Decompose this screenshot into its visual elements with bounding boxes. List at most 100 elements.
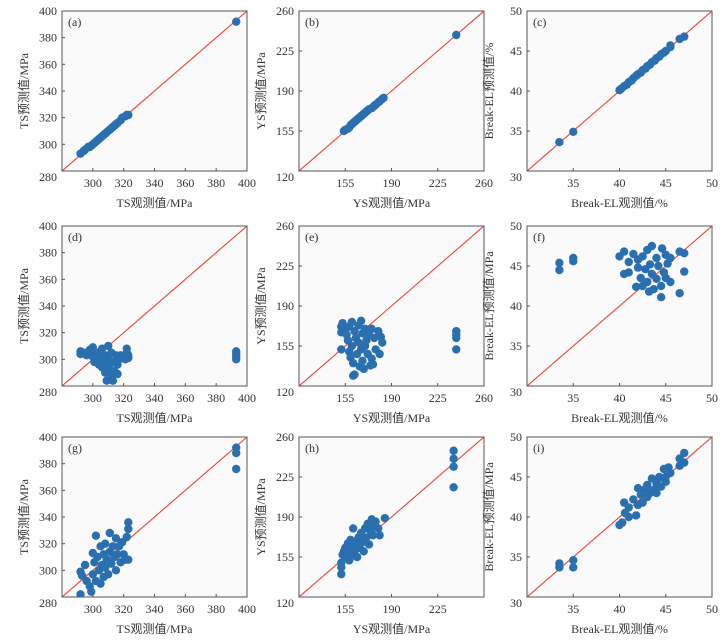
y-tick-label: 340 (39, 299, 57, 313)
data-point (100, 563, 110, 572)
panel-g: 300 320 340 360 380 400 280 300 320 340 360 380 400 (… (16, 430, 256, 636)
y-axis-label: TS预测值/MPa (16, 267, 31, 344)
data-point (232, 17, 241, 26)
data-point (356, 316, 366, 326)
data-point (633, 263, 643, 272)
data-point (347, 317, 357, 327)
data-point (368, 360, 378, 369)
data-point (105, 528, 114, 538)
y-tick-label: 50 (510, 219, 522, 233)
panel-e: 155 190 225 260 120 155 190 225 260 (e) YS观测值/MPa Y… (253, 219, 493, 425)
y-tick-label: 50 (510, 4, 522, 18)
data-point (232, 448, 241, 458)
data-point (569, 563, 578, 572)
data-point (232, 355, 241, 364)
x-tick-label: 50 (706, 176, 718, 190)
data-point (652, 274, 661, 283)
y-tick-label: 190 (276, 510, 294, 524)
x-axis-label: TS观测值/MPa (116, 410, 193, 425)
y-tick-label: 50 (510, 430, 522, 444)
panel-label: (f) (533, 230, 545, 244)
x-tick-label: 40 (614, 176, 626, 190)
x-axis-label: TS观测值/MPa (116, 195, 193, 210)
x-tick-label: 50 (706, 391, 718, 405)
data-point (680, 448, 689, 458)
plot-area (299, 437, 484, 597)
x-tick-label: 300 (84, 176, 102, 190)
y-tick-label: 45 (510, 470, 522, 484)
data-point (569, 556, 578, 565)
y-tick-label: 45 (510, 44, 522, 58)
y-tick-label: 35 (510, 339, 522, 353)
y-tick-label: 320 (39, 111, 57, 125)
y-axis-label: TS预测值/MPa (16, 478, 31, 555)
data-point (649, 285, 658, 294)
x-tick-label: 40 (614, 391, 626, 405)
data-point (122, 532, 131, 542)
x-axis-label: Break-EL观测值/% (571, 621, 668, 636)
data-point (354, 338, 363, 347)
data-point (111, 566, 121, 575)
data-point (350, 370, 359, 379)
plot-area (62, 226, 247, 386)
data-point (124, 555, 133, 564)
data-point (569, 257, 578, 266)
reference-line (299, 226, 484, 386)
y-tick-label: 155 (276, 124, 294, 138)
x-tick-label: 260 (475, 176, 493, 190)
data-point (666, 41, 675, 50)
y-tick-label: 155 (276, 550, 294, 564)
plot-area (62, 11, 247, 171)
x-tick-label: 50 (706, 602, 718, 616)
data-point (113, 369, 122, 379)
data-point (680, 267, 689, 276)
x-tick-label: 45 (660, 602, 672, 616)
panel-label: (i) (533, 441, 544, 455)
y-tick-label: 360 (39, 483, 57, 497)
y-tick-label: 30 (510, 385, 522, 399)
y-tick-label: 40 (510, 510, 522, 524)
y-tick-label: 360 (39, 57, 57, 71)
data-point (347, 341, 357, 351)
x-tick-label: 400 (238, 602, 256, 616)
data-point (124, 353, 133, 363)
data-point (633, 484, 643, 493)
y-tick-label: 190 (276, 299, 294, 313)
data-point (666, 253, 675, 263)
data-point (367, 324, 376, 334)
x-axis-label: Break-EL观测值/% (571, 410, 668, 425)
data-point (100, 539, 110, 548)
x-tick-label: 155 (336, 176, 354, 190)
x-tick-label: 35 (567, 391, 579, 405)
x-axis-label: Break-EL观测值/% (571, 195, 668, 210)
y-tick-label: 360 (39, 272, 57, 286)
x-axis-label: TS观测值/MPa (116, 621, 193, 636)
data-point (555, 258, 564, 267)
data-point (624, 268, 633, 277)
y-tick-label: 45 (510, 259, 522, 273)
y-tick-label: 300 (39, 352, 57, 366)
panel-label: (b) (305, 15, 319, 29)
y-tick-label: 380 (39, 246, 57, 260)
panel-label: (e) (305, 230, 318, 244)
y-tick-label: 35 (510, 124, 522, 138)
data-point (108, 376, 118, 385)
data-point (375, 349, 384, 359)
data-point (675, 289, 684, 298)
plot-area (527, 226, 712, 386)
data-point (378, 338, 387, 347)
plot-area (299, 11, 484, 171)
x-tick-label: 360 (176, 176, 194, 190)
data-point (359, 364, 368, 374)
data-point (631, 282, 641, 291)
panel-i: 35 40 45 50 30 35 40 45 50 (i) Break-EL观测值/% Break-… (481, 430, 718, 636)
x-tick-label: 340 (146, 602, 164, 616)
y-tick-label: 260 (276, 430, 294, 444)
data-point (638, 498, 647, 507)
data-point (624, 257, 633, 267)
data-point (452, 333, 461, 343)
y-tick-label: 260 (276, 4, 294, 18)
data-point (337, 563, 346, 572)
